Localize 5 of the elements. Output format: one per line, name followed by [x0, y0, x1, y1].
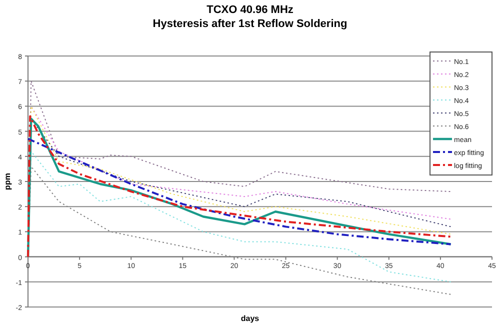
- y-axis-title: ppm: [3, 173, 12, 190]
- chart-title: TCXO 40.96 MHz: [206, 4, 294, 16]
- line-series: [27, 138, 452, 246]
- chart-subtitle: Hysteresis after 1st Reflow Soldering: [152, 18, 348, 30]
- x-axis-title: days: [240, 314, 260, 323]
